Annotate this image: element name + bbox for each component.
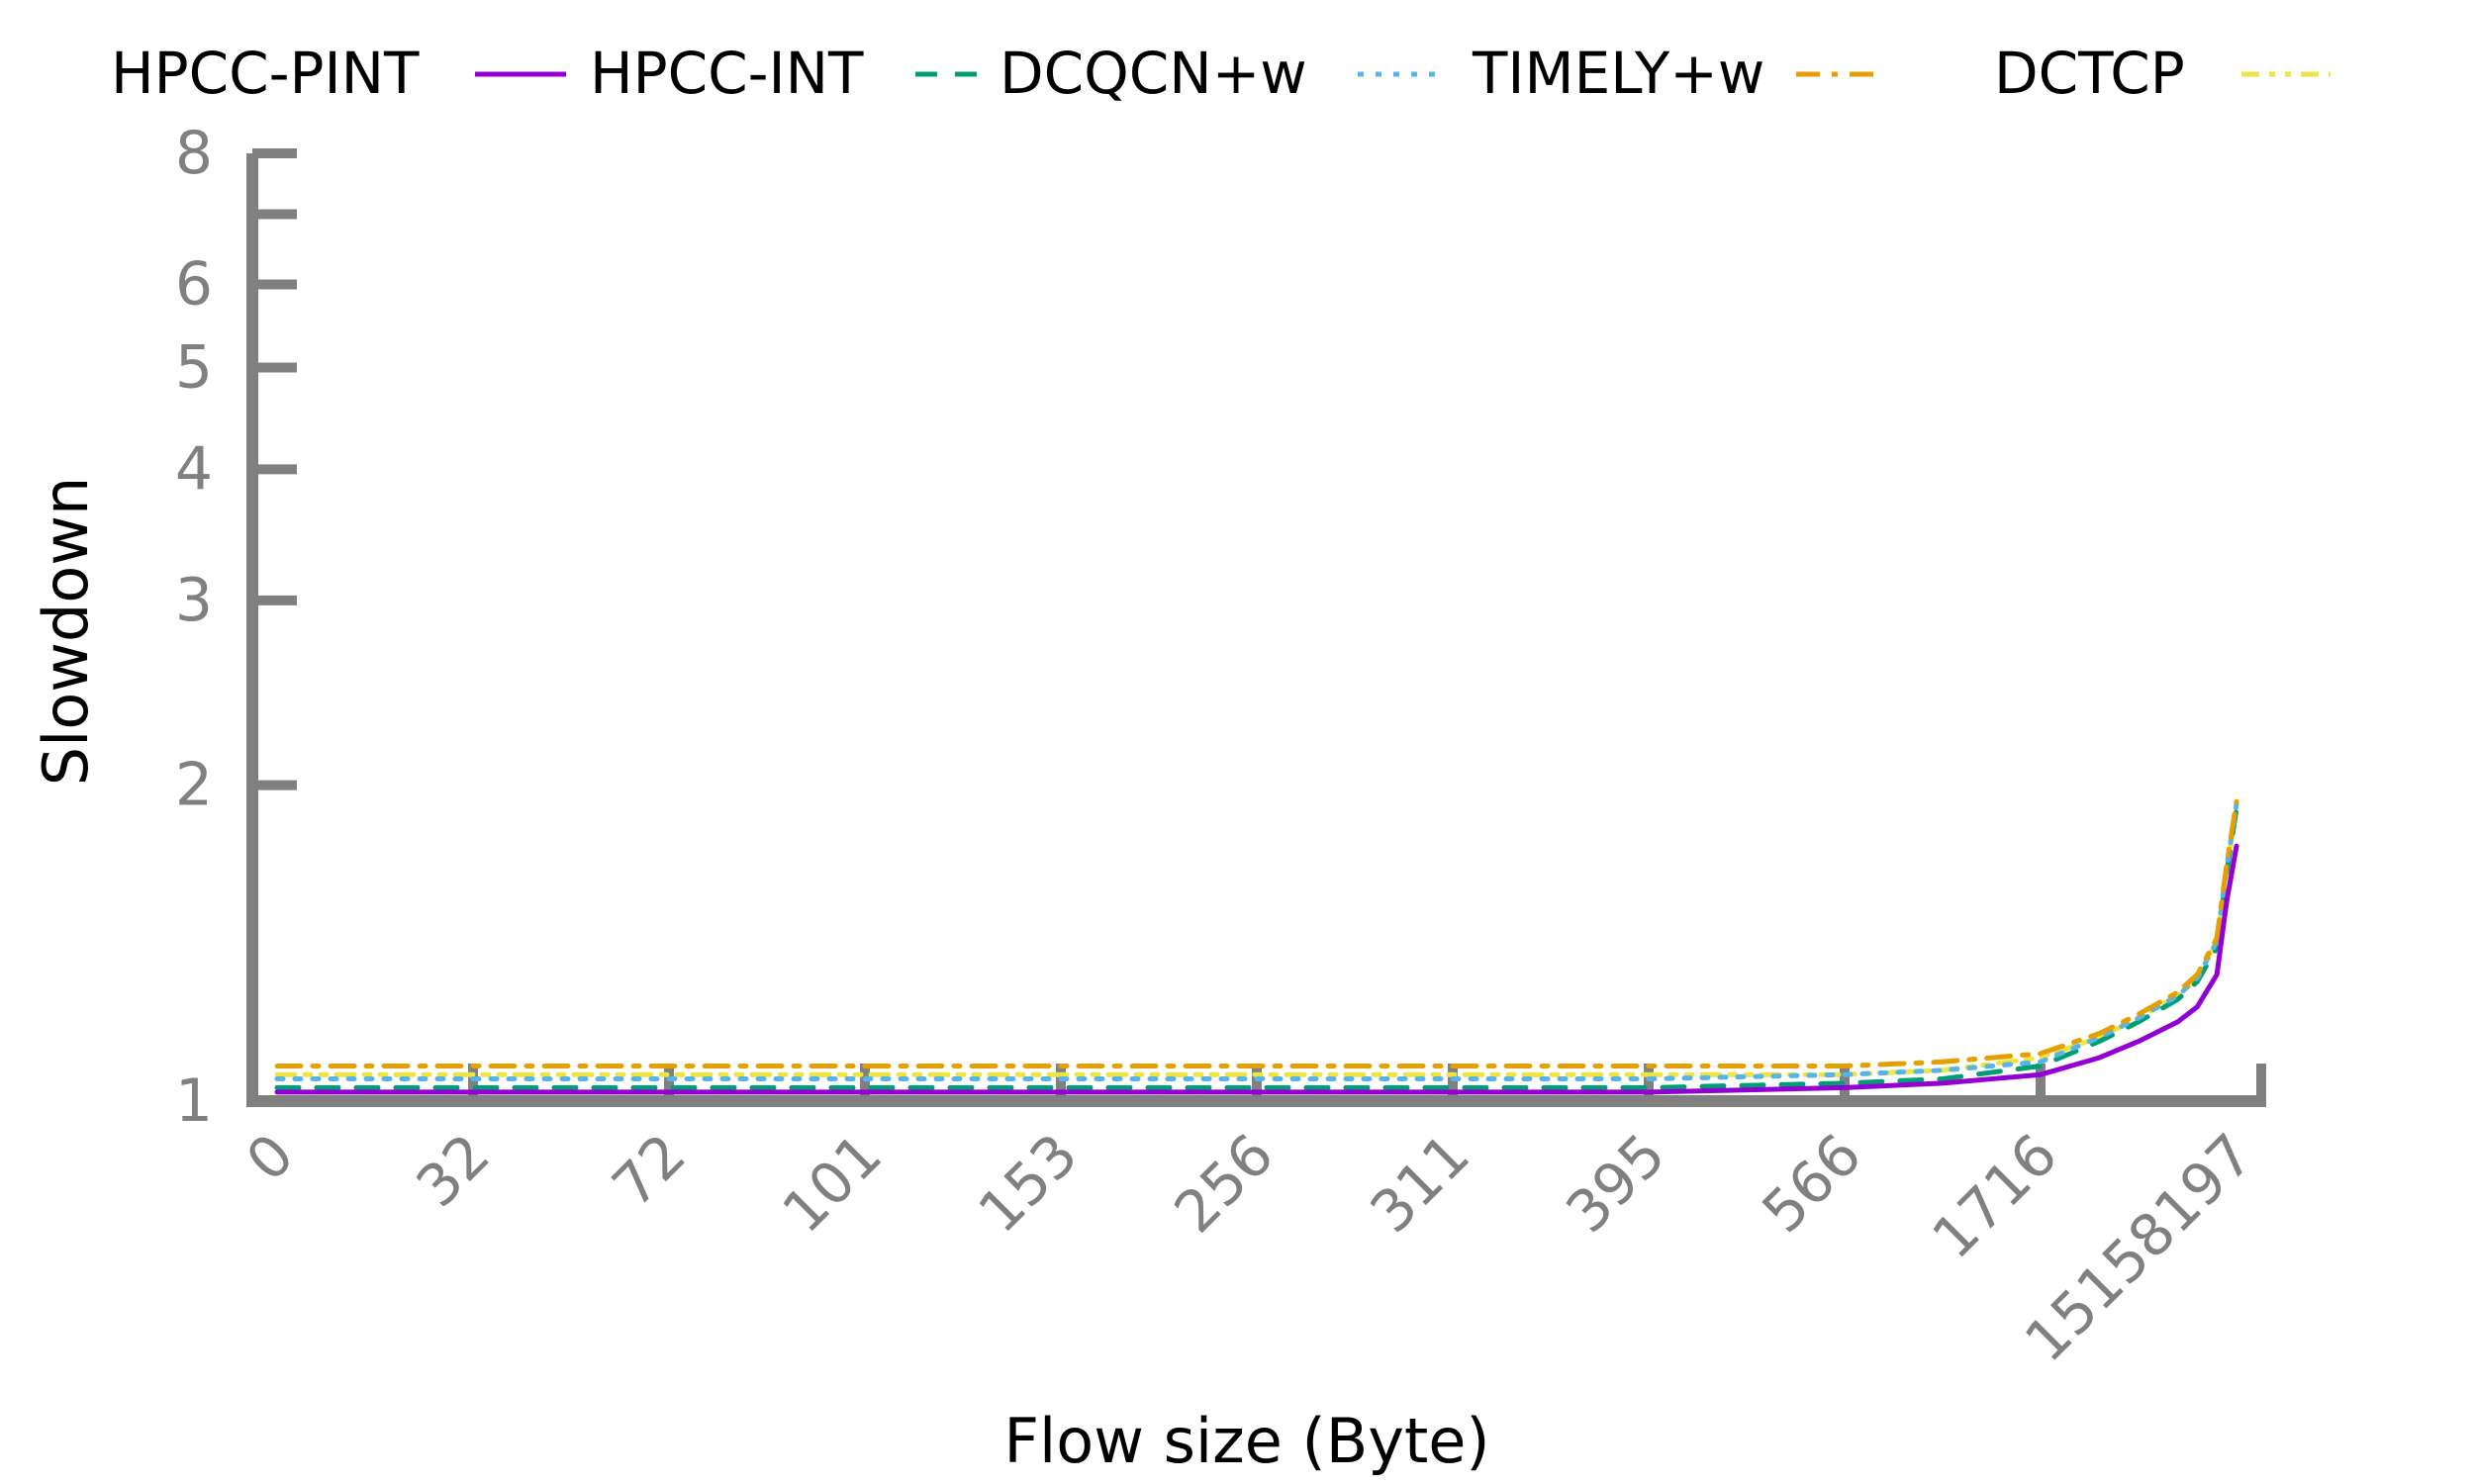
x-tick-label: 0 [234, 1121, 307, 1194]
y-tick-label: 5 [175, 333, 213, 403]
legend: HPCC-PINT HPCC-INT DCQCN+w TIMELY+w DCTCP [111, 40, 2331, 107]
y-tick-label: 1 [175, 1067, 213, 1136]
legend-label: DCQCN+w [999, 40, 1307, 107]
series-line [274, 801, 2239, 1081]
y-tick-label: 2 [175, 751, 213, 820]
legend-label: HPCC-PINT [111, 40, 420, 107]
series-lines [274, 798, 2239, 1095]
series-line [274, 843, 2239, 1095]
x-tick-label: 395 [1554, 1121, 1678, 1246]
x-tick-label: 101 [770, 1121, 895, 1246]
series-line [274, 798, 2239, 1068]
x-axis-title: Flow size (Byte) [1003, 1405, 1489, 1477]
x-tick-label: 153 [966, 1121, 1091, 1246]
y-tick-label: 8 [175, 119, 213, 188]
series-line [274, 805, 2239, 1090]
x-tick-label: 1716 [1919, 1121, 2069, 1271]
x-tick-label: 72 [600, 1121, 699, 1220]
series-line [274, 803, 2239, 1077]
x-tick-label: 311 [1358, 1121, 1482, 1246]
y-tick-label: 6 [175, 250, 213, 320]
x-tick-label: 566 [1750, 1121, 1874, 1246]
y-tick-label: 4 [175, 434, 213, 504]
y-tick-label: 3 [175, 566, 213, 635]
legend-label: TIMELY+w [1472, 40, 1764, 107]
legend-label: DCTCP [1994, 40, 2185, 107]
x-tick-label: 256 [1162, 1121, 1286, 1246]
x-tick-label: 32 [404, 1121, 503, 1220]
y-axis-title: Slowdown [30, 477, 102, 787]
legend-label: HPCC-INT [590, 40, 864, 107]
